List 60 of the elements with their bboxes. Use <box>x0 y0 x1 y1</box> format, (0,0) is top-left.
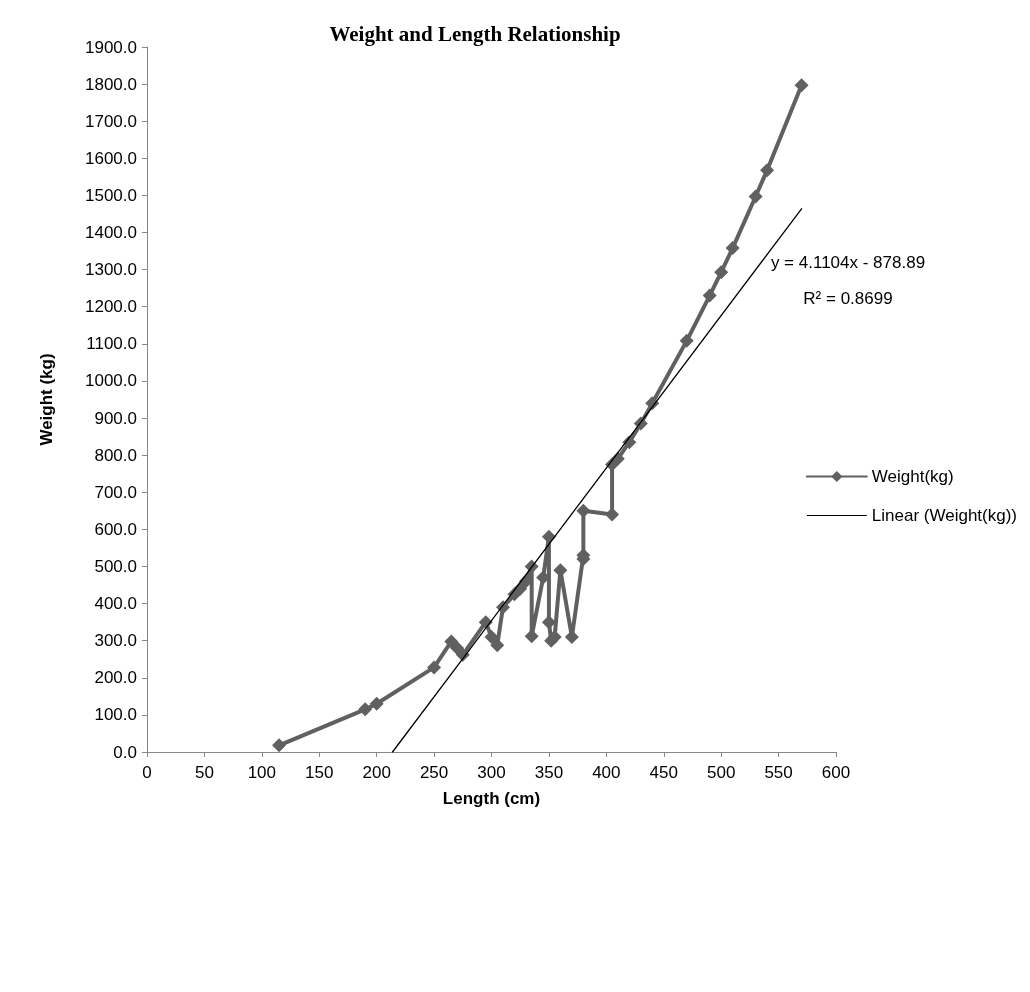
point <box>794 78 809 93</box>
x-tick-label: 600 <box>821 763 851 782</box>
point <box>444 634 459 649</box>
y-axis-title: Weight (kg) <box>37 353 56 446</box>
x-tick-label: 550 <box>764 763 793 782</box>
x-tick-label: 350 <box>534 763 564 782</box>
x-tick-label: 500 <box>706 763 736 782</box>
x-tick-label: 450 <box>649 763 678 782</box>
point <box>484 629 499 644</box>
x-tick-label: 100 <box>247 763 277 782</box>
y-tick-label: 1600.0 <box>85 148 137 168</box>
y-tick-label: 1100.0 <box>86 334 137 354</box>
y-tick-label: 1700.0 <box>85 111 137 131</box>
point <box>358 702 373 717</box>
y-tick-label: 200.0 <box>94 668 137 688</box>
point <box>427 660 442 675</box>
x-tick-label: 300 <box>477 763 506 782</box>
point <box>605 507 620 522</box>
y-tick-label: 900.0 <box>94 408 137 428</box>
point <box>541 615 556 630</box>
point <box>576 503 591 518</box>
point <box>541 529 556 544</box>
x-tick-label: 50 <box>194 763 214 782</box>
x-tick-label: 400 <box>592 763 621 782</box>
point <box>272 738 287 753</box>
x-axis-title: Length (cm) <box>442 789 541 808</box>
y-tick-label: 1900.0 <box>85 37 137 57</box>
point <box>490 638 505 653</box>
y-tick-label: 1200.0 <box>85 297 137 317</box>
point <box>725 241 740 256</box>
x-tick-label: 150 <box>305 763 334 782</box>
y-tick-label: 0.0 <box>113 742 137 762</box>
y-tick-label: 1500.0 <box>85 185 137 205</box>
legend-label: Weight(kg) <box>871 467 954 486</box>
x-tick-label: 200 <box>362 763 391 782</box>
point <box>748 189 763 204</box>
y-tick-label: 100.0 <box>94 705 137 725</box>
annotation: R² = 0.8699 <box>803 288 893 308</box>
point <box>369 696 384 711</box>
point <box>679 333 694 348</box>
y-tick-label: 600.0 <box>94 519 137 539</box>
y-tick-label: 800.0 <box>94 445 137 465</box>
y-tick-label: 300.0 <box>94 631 137 651</box>
point <box>714 265 729 280</box>
y-tick-label: 1400.0 <box>85 223 137 243</box>
y-tick-label: 500.0 <box>94 556 137 576</box>
point <box>547 629 562 644</box>
point <box>524 629 539 644</box>
y-tick-label: 400.0 <box>94 594 137 614</box>
annotation: y = 4.1104x - 878.89 <box>770 252 926 272</box>
y-tick-label: 1000.0 <box>85 371 137 391</box>
legend-label: Linear (Weight(kg)) <box>871 506 1018 525</box>
y-tick-label: 1300.0 <box>85 260 137 280</box>
point <box>702 288 717 303</box>
y-tick-label: 1800.0 <box>85 74 137 94</box>
point <box>760 163 775 178</box>
chart-title: Weight and Length Relationship <box>329 21 621 46</box>
y-tick-label: 700.0 <box>94 482 137 502</box>
x-tick-label: 250 <box>419 763 449 782</box>
x-tick-label: 0 <box>142 763 152 782</box>
